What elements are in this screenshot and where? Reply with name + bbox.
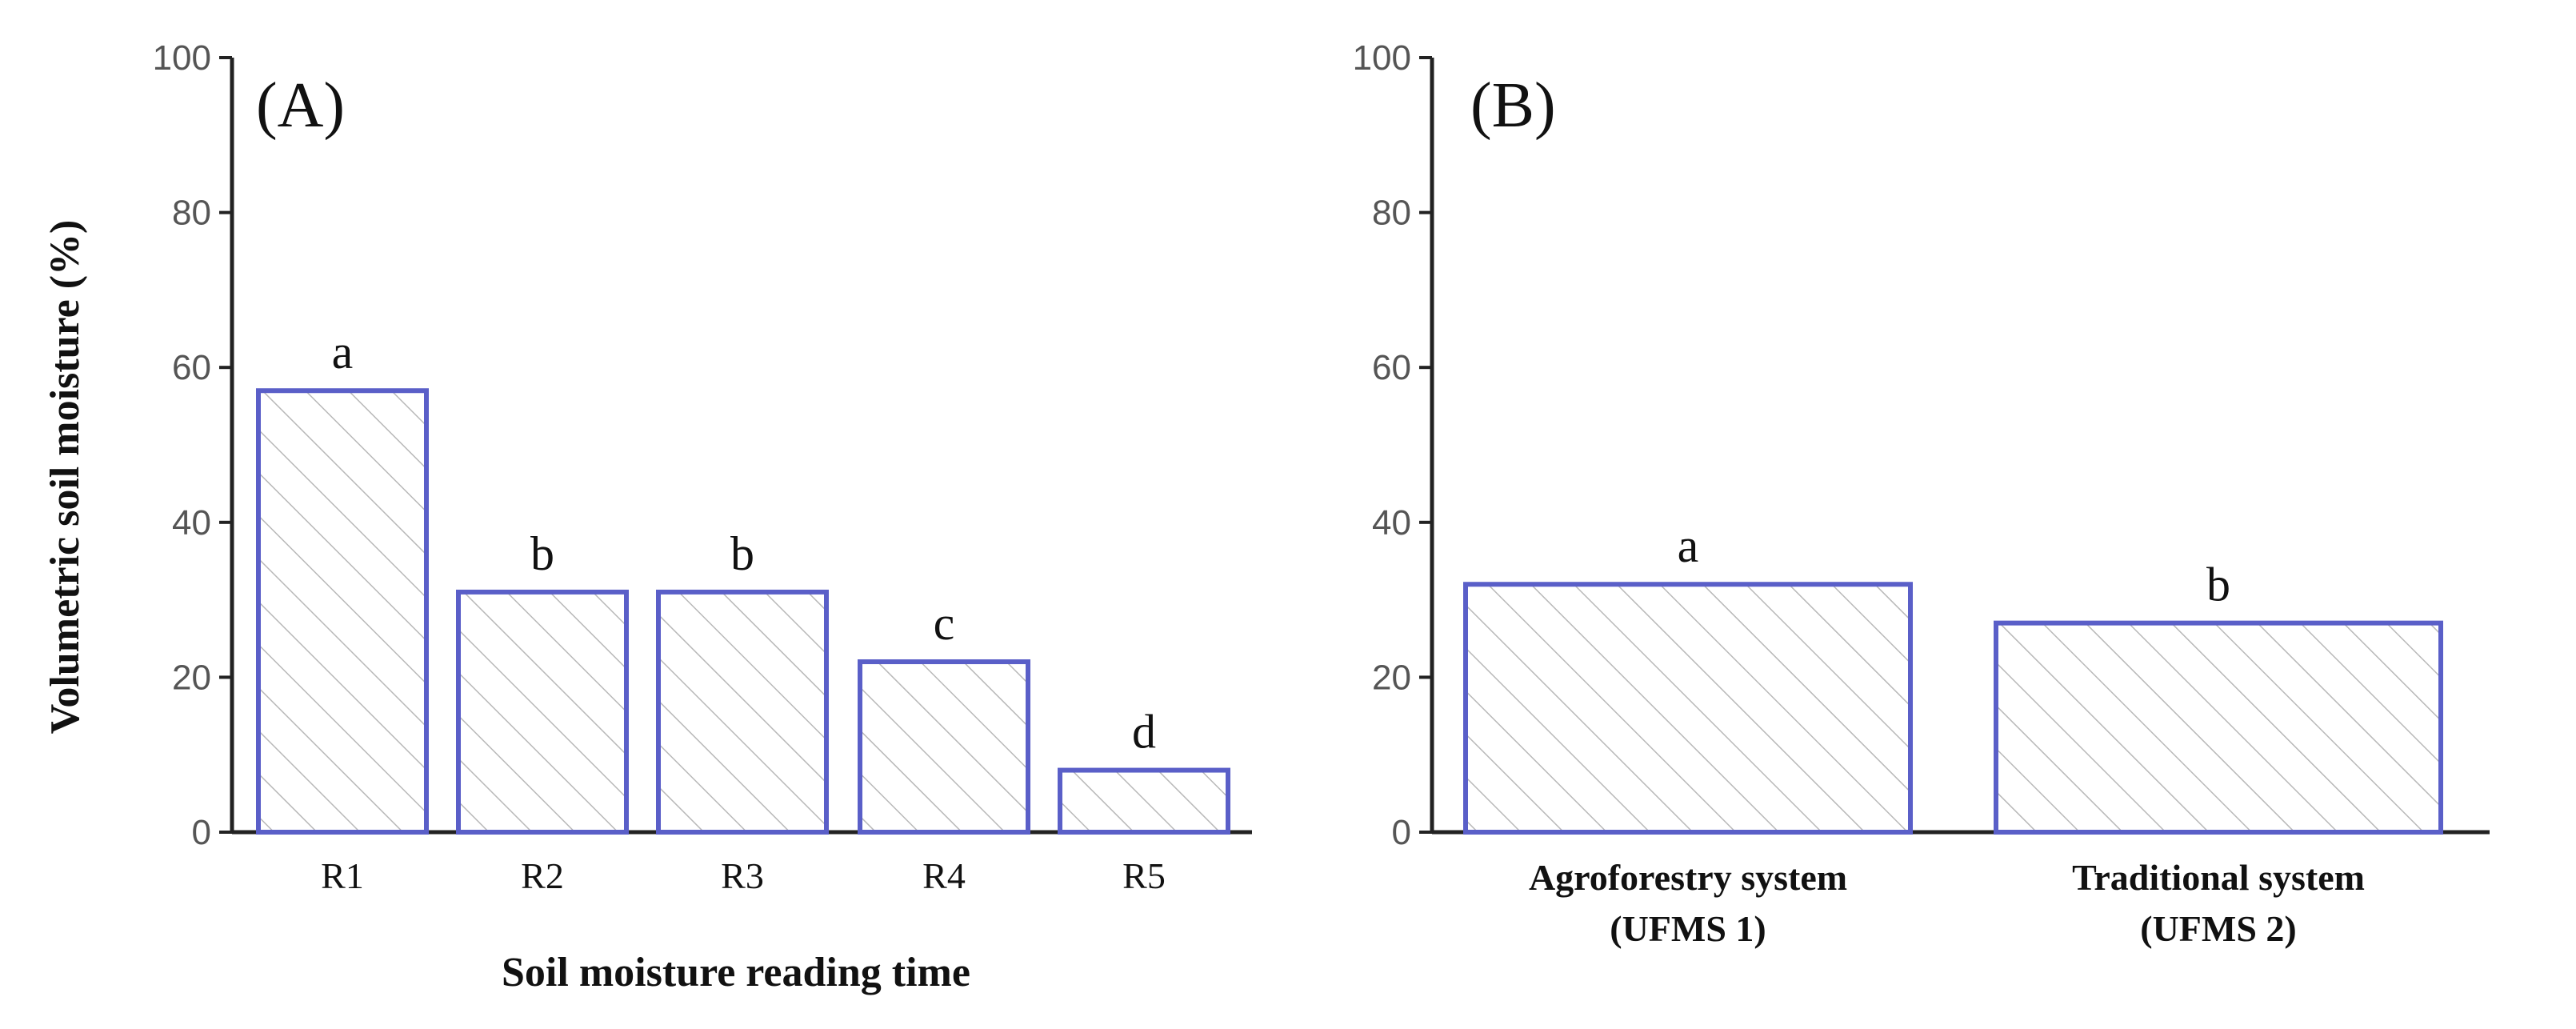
panel-b-y-tick-label: 40 [1372,503,1411,543]
panel-a-category-label-2: R2 [521,855,564,896]
panel-b-label: (B) [1470,70,1556,141]
panel-a-x-axis-title: Soil moisture reading time [502,950,970,995]
panel-a-bar-2-letter: b [530,527,554,580]
panel-b-bar-2-letter: b [2206,559,2230,611]
panel-a-bar-5-letter: d [1132,706,1156,759]
panel-a-y-tick-label: 20 [172,658,211,697]
panel-b-bar-1-letter: a [1678,519,1699,572]
panel-a-y-tick-label: 60 [172,348,211,387]
panel-a-category-label-1: R1 [321,855,364,896]
panel-b-bar-1 [1463,582,1913,835]
panel-a-y-tick-label: 100 [153,38,211,78]
panel-b-category-sublabel-1: (UFMS 1) [1610,908,1766,949]
panel-a-y-axis-title: Volumetric soil moisture (%) [42,220,88,735]
panel-a-bar-4 [858,659,1030,835]
panel-b-y-tick-label: 0 [1392,813,1411,852]
panel-a-bar-3 [656,589,829,835]
panel-b-category-label-1: Agroforestry system [1529,857,1847,898]
panel-b-category-label-2: Traditional system [2072,857,2365,898]
panel-a-bar-3-letter: b [730,527,754,580]
panel-b-marks: 0 20 40 60 80 100 a Agroforestry system (UFMS 1)… [1353,38,2490,949]
panel-a-y-tick-label: 40 [172,503,211,543]
panel-b-y-tick-label: 20 [1372,658,1411,697]
panel-a-bar-1-letter: a [332,326,354,378]
panel-b: (B) 0 20 40 60 80 100 a Agroforestry system (UFM… [1353,38,2490,949]
panel-a-bar-2 [456,589,629,835]
panel-b-y-tick-label: 100 [1353,38,1411,78]
panel-a: (A) Volumetric soil moisture (%) Soil mo… [42,38,1252,995]
panel-a-y-tick-label: 0 [192,813,211,852]
panel-a-bar-4-letter: c [934,597,955,650]
panel-a-y-tick-label: 80 [172,194,211,233]
panel-a-marks: 0 20 40 60 80 100 a R1 b R2 b R3 c R4 d R5 [153,38,1252,896]
panel-a-label: (A) [256,70,345,141]
panel-a-bar-5 [1058,767,1230,835]
panel-b-bar-2 [1994,620,2443,835]
panel-a-category-label-3: R3 [721,855,764,896]
panel-a-category-label-5: R5 [1122,855,1166,896]
panel-a-category-label-4: R4 [922,855,966,896]
panel-b-category-sublabel-2: (UFMS 2) [2140,908,2296,949]
panel-b-y-tick-label: 80 [1372,194,1411,233]
panel-a-bar-1 [256,388,429,835]
panel-b-y-tick-label: 60 [1372,348,1411,387]
